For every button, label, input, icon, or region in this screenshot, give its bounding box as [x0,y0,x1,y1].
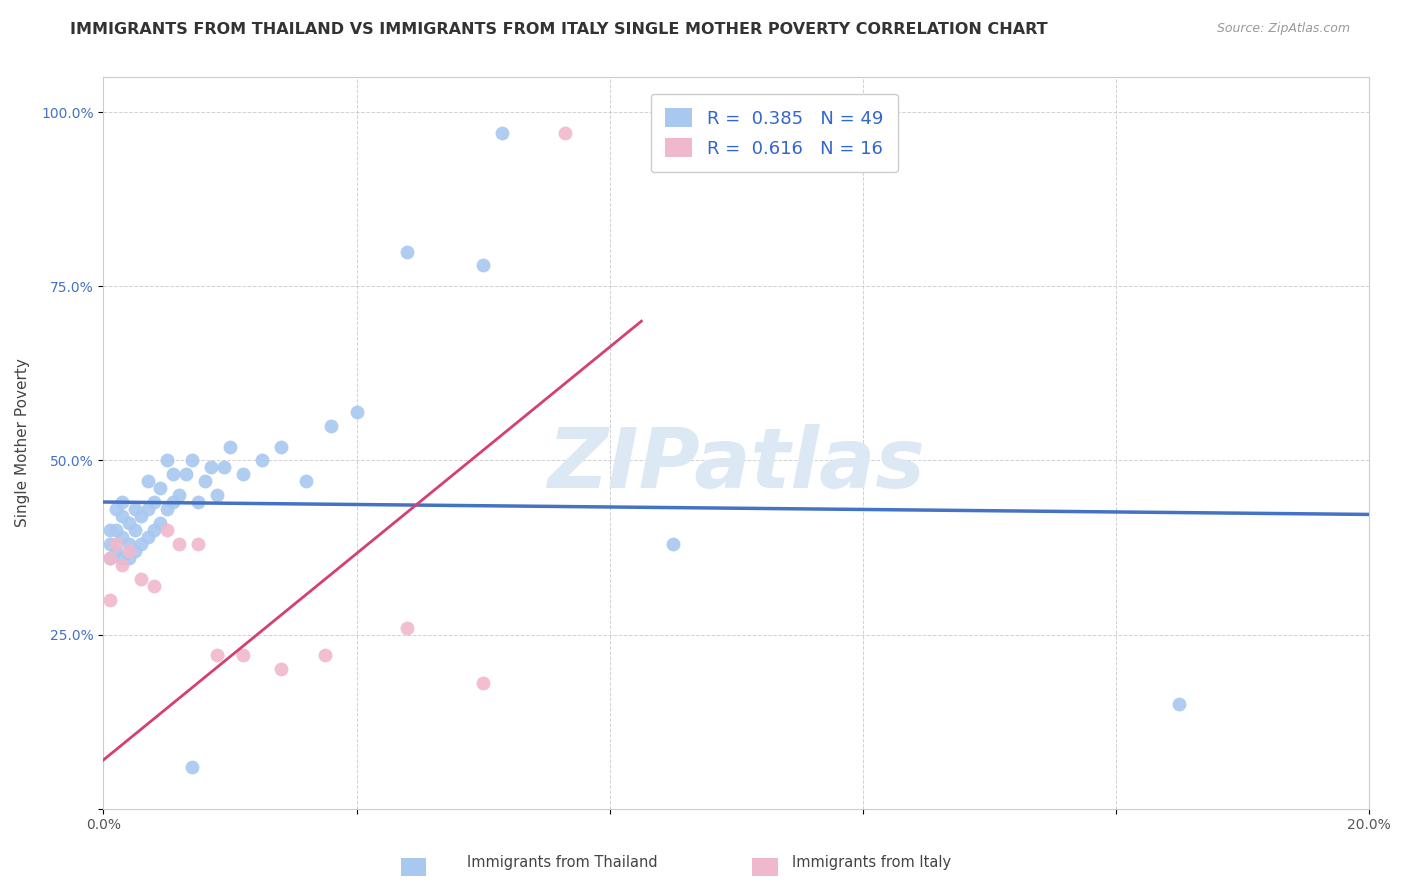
Point [118,551,141,566]
Point [270,662,292,676]
Point [1168,697,1191,711]
Point [111,495,134,509]
Point [156,523,179,537]
Point [314,648,336,663]
Point [207,488,229,502]
Point [143,579,166,593]
Point [162,467,184,482]
Point [187,537,209,551]
Text: IMMIGRANTS FROM THAILAND VS IMMIGRANTS FROM ITALY SINGLE MOTHER POVERTY CORRELAT: IMMIGRANTS FROM THAILAND VS IMMIGRANTS F… [70,22,1047,37]
Point [181,453,204,467]
Point [472,259,495,273]
Point [105,523,128,537]
Point [491,126,513,140]
Point [118,516,141,530]
Text: ZIPatlas: ZIPatlas [547,425,925,506]
Point [194,475,217,489]
Point [105,502,128,516]
Point [131,572,153,586]
Point [98,551,121,566]
Point [169,537,191,551]
Point [207,648,229,663]
Point [136,475,159,489]
Text: Source: ZipAtlas.com: Source: ZipAtlas.com [1216,22,1350,36]
Point [111,551,134,566]
Point [156,502,179,516]
Legend: R =  0.385   N = 49, R =  0.616   N = 16: R = 0.385 N = 49, R = 0.616 N = 16 [651,94,897,172]
Point [169,488,191,502]
Point [181,760,204,774]
Point [250,453,273,467]
Point [118,537,141,551]
Point [472,676,495,690]
Point [124,502,146,516]
Point [554,126,576,140]
Point [131,509,153,524]
Point [396,621,419,635]
Point [232,467,254,482]
Point [143,523,166,537]
Y-axis label: Single Mother Poverty: Single Mother Poverty [15,359,30,527]
Point [200,460,222,475]
Point [156,453,179,467]
Point [681,126,703,140]
Point [346,405,368,419]
Point [321,418,343,433]
Point [232,648,254,663]
Point [111,558,134,572]
Point [111,530,134,544]
Text: Immigrants from Italy: Immigrants from Italy [792,855,952,870]
Point [98,592,121,607]
Point [105,544,128,558]
Point [111,509,134,524]
Point [131,537,153,551]
Point [136,502,159,516]
Text: Immigrants from Thailand: Immigrants from Thailand [467,855,658,870]
Point [662,537,685,551]
Point [149,516,172,530]
Point [174,467,197,482]
Point [124,544,146,558]
Point [98,523,121,537]
Point [162,495,184,509]
Point [270,440,292,454]
Point [136,530,159,544]
Point [295,475,318,489]
Point [124,523,146,537]
Point [219,440,242,454]
Point [98,551,121,566]
Point [98,537,121,551]
Point [212,460,235,475]
Point [187,495,209,509]
Point [143,495,166,509]
Point [396,244,419,259]
Point [105,537,128,551]
Point [118,544,141,558]
Point [149,481,172,495]
